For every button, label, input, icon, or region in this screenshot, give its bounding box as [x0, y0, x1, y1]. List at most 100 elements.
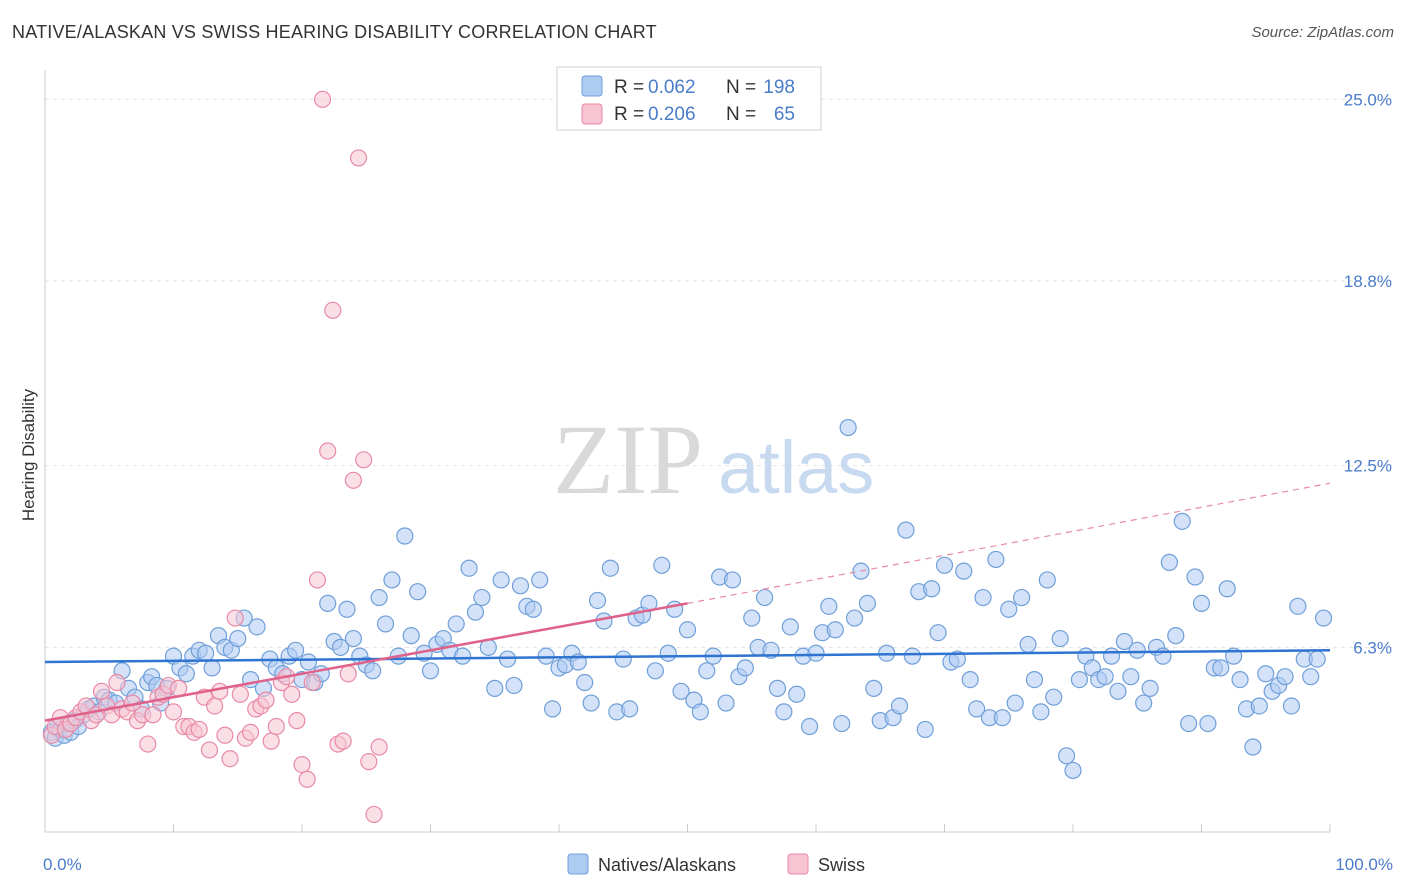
legend-swatch-natives — [581, 75, 603, 97]
natives-point — [691, 703, 709, 721]
legend-swatch-swiss — [787, 853, 809, 875]
natives-point — [929, 624, 947, 642]
natives-point — [833, 714, 851, 733]
y-axis-label: Hearing Disability — [19, 388, 38, 521]
swiss-point — [211, 682, 229, 700]
natives-point — [582, 694, 600, 712]
swiss-point — [190, 720, 208, 739]
natives-point — [1257, 665, 1275, 683]
natives-point — [248, 618, 266, 636]
natives-point — [1160, 553, 1178, 571]
natives-point — [865, 679, 883, 697]
natives-point — [1032, 703, 1050, 721]
natives-point — [576, 673, 594, 692]
natives-point — [903, 647, 921, 665]
natives-point — [916, 720, 934, 739]
natives-point — [319, 594, 337, 613]
natives-point — [505, 676, 523, 695]
natives-point — [466, 603, 485, 621]
swiss-trend-extension — [687, 482, 1331, 604]
natives-point — [383, 571, 401, 589]
natives-point — [338, 600, 356, 618]
natives-point — [1180, 714, 1198, 733]
natives-point — [1302, 668, 1320, 686]
natives-point — [454, 647, 472, 665]
natives-point — [331, 638, 350, 656]
swiss-point — [144, 706, 162, 724]
natives-point — [1057, 747, 1076, 765]
natives-point — [820, 597, 838, 615]
natives-point — [659, 644, 677, 662]
swiss-point — [164, 703, 183, 721]
swiss-point — [200, 741, 219, 759]
swiss-point — [262, 732, 280, 750]
natives-point — [524, 600, 542, 618]
natives-point — [775, 703, 793, 721]
natives-point — [1000, 600, 1018, 618]
swiss-point — [334, 732, 352, 750]
natives-point — [1199, 714, 1217, 733]
natives-point — [402, 627, 420, 645]
natives-point — [1135, 694, 1153, 712]
natives-point — [1289, 597, 1307, 615]
natives-point — [923, 580, 941, 598]
natives-point — [1045, 688, 1063, 706]
legend-n-value: 198 — [763, 77, 795, 98]
swiss-trend-line — [44, 602, 688, 722]
natives-point — [1192, 594, 1211, 613]
natives-point — [492, 571, 510, 589]
y-tick-label: 12.5% — [1344, 457, 1392, 476]
swiss-point — [216, 726, 234, 744]
swiss-point — [298, 770, 316, 788]
natives-point — [672, 682, 690, 700]
natives-point — [614, 650, 632, 668]
natives-point — [987, 550, 1005, 569]
swiss-point — [303, 673, 321, 692]
natives-point — [1038, 571, 1056, 589]
swiss-point — [206, 697, 224, 715]
natives-point — [1186, 568, 1204, 586]
swiss-point — [324, 301, 342, 319]
natives-point — [1025, 670, 1044, 689]
axes — [44, 70, 1331, 833]
swiss-point — [308, 571, 327, 589]
natives-point — [177, 665, 195, 683]
natives-point — [974, 588, 992, 607]
natives-point — [376, 615, 395, 633]
legend-swatch-natives — [567, 853, 589, 875]
swiss-point — [349, 149, 368, 167]
natives-point — [961, 670, 979, 689]
natives-point — [1115, 632, 1134, 651]
swiss-point — [242, 723, 260, 741]
legend-r-value: 0.206 — [648, 104, 696, 125]
natives-point — [653, 556, 671, 574]
y-tick-label: 25.0% — [1344, 90, 1392, 109]
natives-point — [460, 559, 478, 577]
y-tick-label: 6.3% — [1353, 638, 1392, 657]
natives-point — [698, 662, 716, 680]
natives-point — [447, 615, 465, 633]
natives-point — [1141, 679, 1159, 697]
natives-point — [601, 559, 620, 577]
natives-point — [968, 700, 986, 718]
swiss-point — [293, 755, 311, 774]
legend-label-swiss: Swiss — [818, 855, 865, 875]
natives-point — [473, 588, 491, 607]
natives-point — [1276, 668, 1294, 686]
natives-point — [370, 588, 388, 607]
y-tick-label: 18.8% — [1344, 272, 1392, 291]
natives-point — [1173, 512, 1191, 530]
legend-label-natives: Natives/Alaskans — [598, 855, 736, 875]
natives-point — [409, 583, 427, 601]
natives-point — [364, 662, 382, 680]
tick-labels: 6.3% 12.5% 18.8% 25.0% 0.0% 100.0% — [43, 90, 1393, 874]
natives-point — [788, 685, 806, 703]
natives-point — [723, 571, 742, 589]
chart-title: NATIVE/ALASKAN VS SWISS HEARING DISABILI… — [12, 22, 657, 42]
grid-lines — [45, 98, 1392, 648]
swiss-point — [288, 712, 306, 730]
natives-point — [595, 612, 613, 630]
natives-point — [781, 618, 799, 636]
natives-point — [286, 641, 305, 659]
